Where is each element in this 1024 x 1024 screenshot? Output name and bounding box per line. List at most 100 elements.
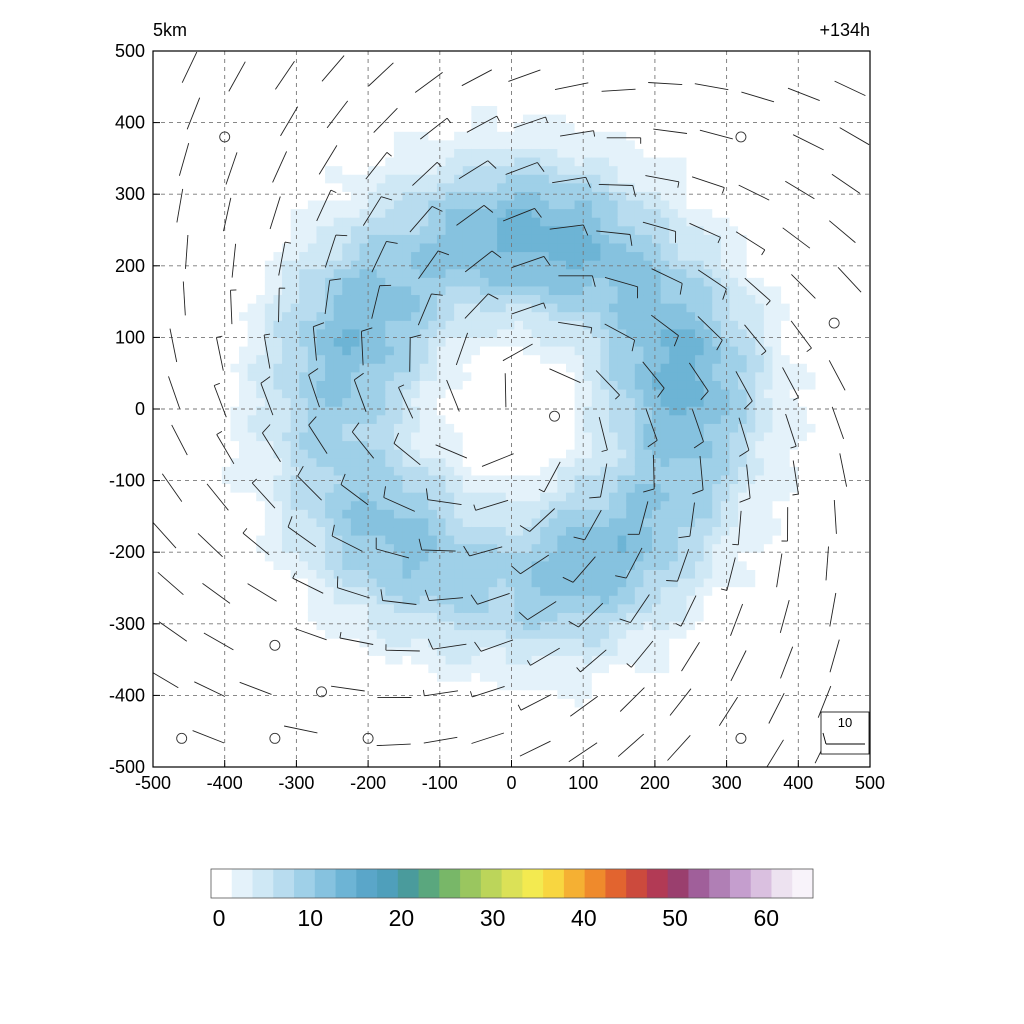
field-cell bbox=[583, 131, 593, 141]
field-cell bbox=[755, 354, 765, 364]
field-cell bbox=[402, 79, 412, 89]
field-cell bbox=[695, 53, 705, 64]
field-cell bbox=[196, 294, 206, 304]
field-cell bbox=[712, 620, 722, 631]
field-cell bbox=[626, 131, 636, 141]
field-cell bbox=[849, 268, 860, 278]
field-cell bbox=[669, 388, 679, 399]
field-cell bbox=[686, 500, 696, 510]
field-cell bbox=[333, 483, 343, 493]
field-cell bbox=[497, 174, 507, 184]
field-cell bbox=[609, 371, 619, 381]
field-cell bbox=[686, 663, 696, 674]
field-cell bbox=[497, 199, 507, 210]
field-cell bbox=[806, 337, 817, 347]
field-cell bbox=[720, 363, 731, 373]
field-cell bbox=[660, 354, 670, 364]
field-cell bbox=[282, 251, 292, 261]
field-cell bbox=[282, 88, 292, 98]
field-cell bbox=[411, 560, 421, 570]
field-cell bbox=[204, 466, 214, 476]
field-cell bbox=[522, 474, 533, 485]
field-cell bbox=[652, 303, 662, 313]
field-cell bbox=[763, 131, 774, 141]
field-cell bbox=[247, 638, 257, 648]
field-cell bbox=[299, 655, 309, 665]
field-cell bbox=[187, 638, 197, 648]
field-cell bbox=[213, 62, 223, 72]
field-cell bbox=[686, 96, 696, 107]
field-cell bbox=[247, 388, 257, 399]
field-cell bbox=[669, 414, 679, 424]
field-cell bbox=[505, 139, 515, 149]
field-cell bbox=[385, 406, 395, 416]
field-cell bbox=[755, 345, 765, 356]
field-cell bbox=[264, 431, 275, 442]
field-cell bbox=[256, 251, 266, 261]
field-cell bbox=[712, 431, 722, 442]
field-cell bbox=[712, 586, 722, 596]
field-cell bbox=[445, 526, 455, 536]
field-cell bbox=[307, 388, 318, 399]
field-cell bbox=[565, 732, 576, 742]
field-cell bbox=[282, 397, 292, 407]
field-cell bbox=[781, 380, 791, 390]
field-cell bbox=[806, 646, 817, 656]
field-cell bbox=[402, 114, 412, 124]
field-cell bbox=[307, 354, 318, 364]
field-cell bbox=[600, 620, 610, 631]
field-cell bbox=[307, 620, 318, 631]
field-cell bbox=[609, 620, 619, 631]
field-cell bbox=[583, 431, 593, 442]
field-cell bbox=[514, 483, 524, 493]
field-cell bbox=[600, 449, 610, 459]
field-cell bbox=[824, 148, 834, 158]
field-cell bbox=[583, 466, 593, 476]
field-cell bbox=[471, 191, 481, 201]
field-cell bbox=[161, 663, 171, 674]
field-cell bbox=[368, 234, 378, 244]
field-cell bbox=[600, 320, 610, 330]
field-cell bbox=[548, 208, 558, 218]
field-cell bbox=[385, 449, 395, 459]
field-cell bbox=[256, 577, 266, 588]
field-cell bbox=[626, 397, 636, 407]
field-cell bbox=[419, 681, 429, 691]
field-cell bbox=[755, 492, 765, 502]
field-cell bbox=[196, 517, 206, 528]
field-cell bbox=[273, 457, 283, 467]
field-cell bbox=[316, 277, 326, 287]
field-cell bbox=[273, 414, 283, 424]
field-cell bbox=[789, 423, 799, 433]
field-cell bbox=[514, 638, 524, 648]
field-cell bbox=[703, 509, 713, 519]
field-cell bbox=[652, 689, 662, 699]
field-cell bbox=[221, 749, 232, 760]
field-cell bbox=[652, 328, 662, 338]
field-cell bbox=[729, 431, 739, 442]
field-cell bbox=[712, 225, 722, 235]
field-cell bbox=[290, 526, 300, 536]
field-cell bbox=[290, 483, 300, 493]
field-cell bbox=[436, 603, 447, 613]
field-cell bbox=[789, 500, 799, 510]
field-cell bbox=[445, 208, 455, 218]
field-cell bbox=[591, 242, 602, 253]
field-cell bbox=[540, 234, 550, 244]
field-cell bbox=[359, 517, 369, 528]
field-cell bbox=[428, 277, 438, 287]
field-cell bbox=[609, 165, 619, 175]
field-cell bbox=[617, 122, 627, 132]
field-cell bbox=[471, 354, 481, 364]
field-cell bbox=[282, 612, 292, 622]
field-cell bbox=[350, 749, 361, 760]
field-cell bbox=[368, 242, 378, 253]
field-cell bbox=[256, 612, 266, 622]
field-cell bbox=[497, 517, 507, 528]
field-cell bbox=[479, 663, 490, 674]
field-cell bbox=[479, 509, 490, 519]
field-cell bbox=[669, 165, 679, 175]
field-cell bbox=[746, 251, 756, 261]
field-cell bbox=[307, 294, 318, 304]
field-cell bbox=[738, 595, 748, 605]
